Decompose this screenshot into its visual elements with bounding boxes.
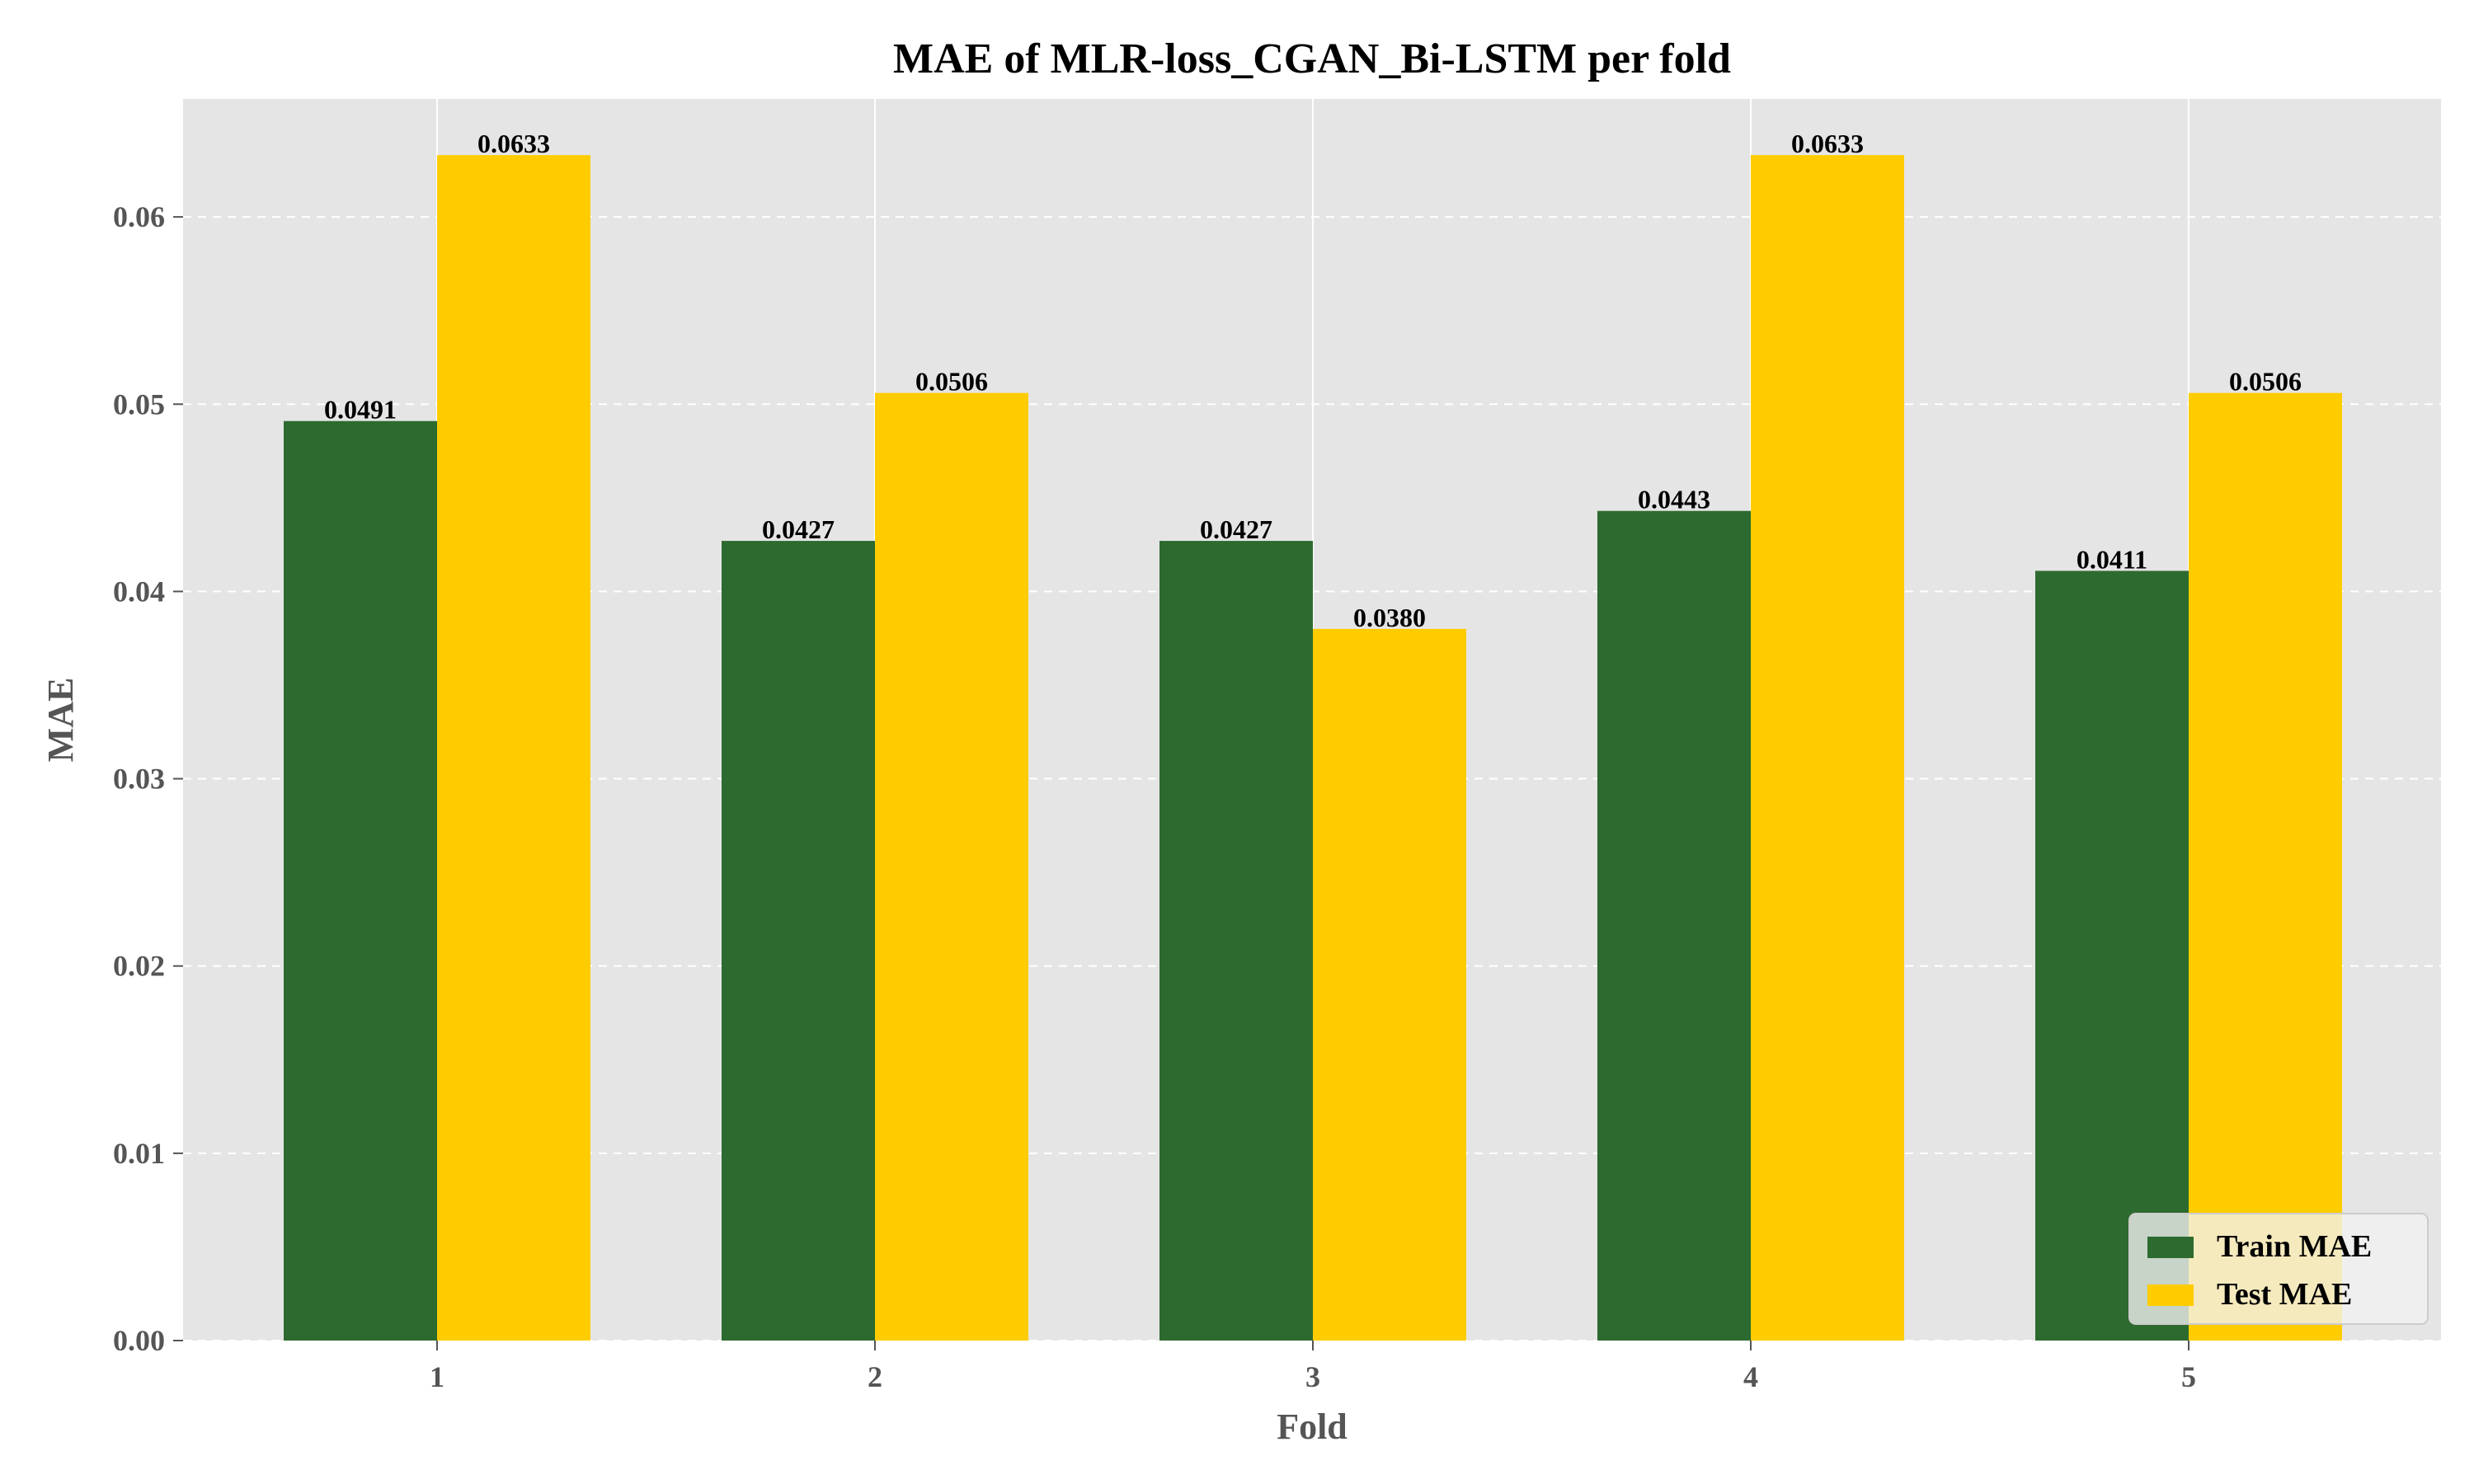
bar-test-fold-3 <box>1313 628 1466 1341</box>
bar-train-fold-5 <box>2035 571 2189 1341</box>
data-label: 0.0506 <box>2229 367 2302 397</box>
bar-train-fold-1 <box>284 420 437 1341</box>
data-label: 0.0491 <box>324 395 397 425</box>
bars <box>284 155 2342 1341</box>
x-tick-label: 3 <box>1305 1360 1320 1393</box>
data-label: 0.0427 <box>1200 514 1272 544</box>
data-label: 0.0633 <box>477 129 550 158</box>
bar-test-fold-4 <box>1751 155 1904 1341</box>
bar-test-fold-2 <box>875 392 1028 1341</box>
y-tick-label: 0.03 <box>113 763 165 796</box>
legend-box <box>2128 1213 2429 1325</box>
legend-swatch <box>2147 1237 2194 1258</box>
data-label: 0.0427 <box>762 514 835 544</box>
legend-label: Test MAE <box>2217 1277 2352 1312</box>
data-label: 0.0380 <box>1353 603 1426 632</box>
x-tick-label: 2 <box>868 1360 882 1393</box>
data-label: 0.0633 <box>1791 129 1864 158</box>
y-tick-label: 0.05 <box>113 387 165 420</box>
bar-train-fold-4 <box>1597 510 1751 1341</box>
y-tick-label: 0.06 <box>113 200 165 233</box>
legend-swatch <box>2147 1284 2194 1306</box>
y-axis-ticks: 0.00 0.01 0.02 0.03 0.04 0.05 0.06 <box>113 200 183 1357</box>
data-labels: 0.0491 0.0427 0.0427 0.0443 0.0411 0.0633 0.05… <box>324 129 2302 632</box>
y-tick-label: 0.02 <box>113 950 165 983</box>
data-label: 0.0443 <box>1638 485 1710 514</box>
data-label: 0.0506 <box>915 367 988 397</box>
bar-test-fold-1 <box>437 155 590 1341</box>
x-tick-label: 5 <box>2181 1360 2196 1393</box>
y-tick-label: 0.01 <box>113 1137 165 1170</box>
bar-train-fold-3 <box>1159 541 1313 1341</box>
bar-test-fold-5 <box>2189 392 2342 1341</box>
x-axis-label: Fold <box>1277 1407 1348 1447</box>
legend-label: Train MAE <box>2217 1229 2372 1264</box>
y-tick-label: 0.00 <box>113 1324 165 1357</box>
y-axis-label: MAE <box>40 678 81 763</box>
x-axis-ticks: 1 2 3 4 5 <box>430 1341 2196 1393</box>
bar-train-fold-2 <box>722 541 875 1341</box>
x-tick-label: 1 <box>430 1360 444 1393</box>
y-tick-label: 0.04 <box>113 575 165 608</box>
data-label: 0.0411 <box>2077 544 2147 574</box>
legend: Train MAE Test MAE <box>2128 1213 2429 1325</box>
chart-title: MAE of MLR-loss_CGAN_Bi-LSTM per fold <box>893 35 1731 82</box>
x-tick-label: 4 <box>1743 1360 1758 1393</box>
